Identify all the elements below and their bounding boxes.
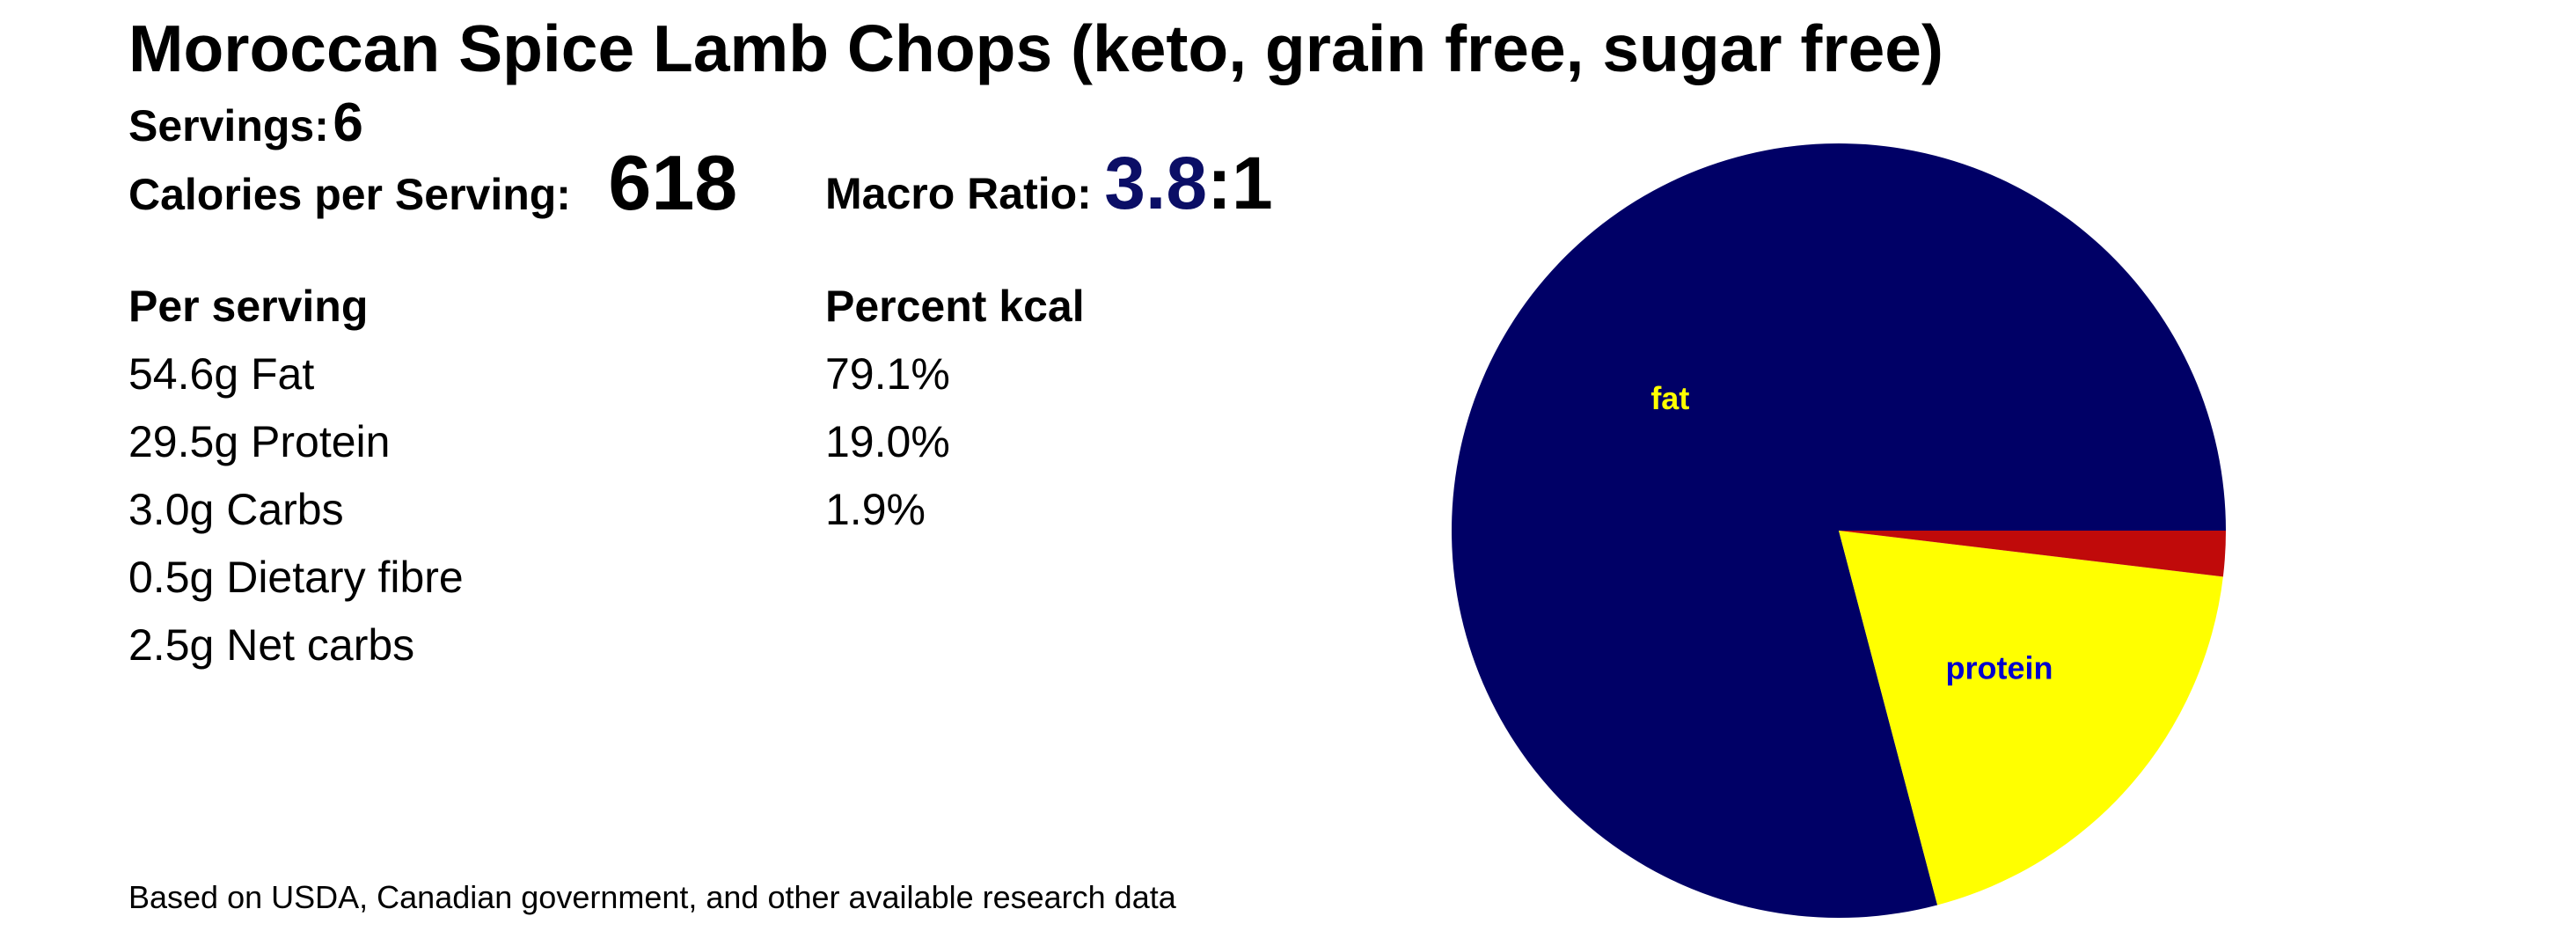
per-serving-fibre: 0.5g Dietary fibre	[128, 553, 464, 602]
pie-label-fat: fat	[1650, 380, 1689, 416]
macro-ratio-fat-part: 3.8	[1104, 142, 1208, 224]
macro-ratio-rest-part: :1	[1207, 142, 1273, 224]
recipe-title: Moroccan Spice Lamb Chops (keto, grain f…	[128, 11, 1943, 85]
percent-kcal-protein: 19.0%	[825, 417, 950, 466]
calories-label: Calories per Serving:	[128, 170, 571, 219]
per-serving-header: Per serving	[128, 282, 369, 331]
servings-label: Servings:	[128, 101, 329, 150]
per-serving-carbs: 3.0g Carbs	[128, 485, 344, 534]
percent-kcal-carbs: 1.9%	[825, 485, 926, 534]
calories-value: 618	[608, 139, 738, 226]
macro-pie-chart: fat protein	[1452, 143, 2226, 918]
per-serving-protein: 29.5g Protein	[128, 417, 391, 466]
macro-ratio-row: Macro Ratio: 3.8:1	[825, 139, 1273, 249]
data-source-footnote: Based on USDA, Canadian government, and …	[128, 879, 1176, 915]
percent-kcal-column: Percent kcal 79.1% 19.0% 1.9%	[825, 275, 1085, 546]
servings-value: 6	[333, 92, 363, 153]
per-serving-fat: 54.6g Fat	[128, 349, 315, 399]
per-serving-net-carbs: 2.5g Net carbs	[128, 620, 415, 670]
calories-row: Calories per Serving: 618	[128, 139, 737, 250]
per-serving-column: Per serving 54.6g Fat 29.5g Protein 3.0g…	[128, 275, 464, 682]
pie-slice-protein	[1839, 531, 2223, 905]
percent-kcal-fat: 79.1%	[825, 349, 950, 399]
pie-slice-carbs	[1839, 531, 2226, 577]
macro-ratio-label: Macro Ratio:	[825, 169, 1092, 218]
servings-row: Servings: 6	[128, 88, 363, 172]
pie-label-protein: protein	[1946, 649, 2053, 685]
percent-kcal-header: Percent kcal	[825, 282, 1085, 331]
